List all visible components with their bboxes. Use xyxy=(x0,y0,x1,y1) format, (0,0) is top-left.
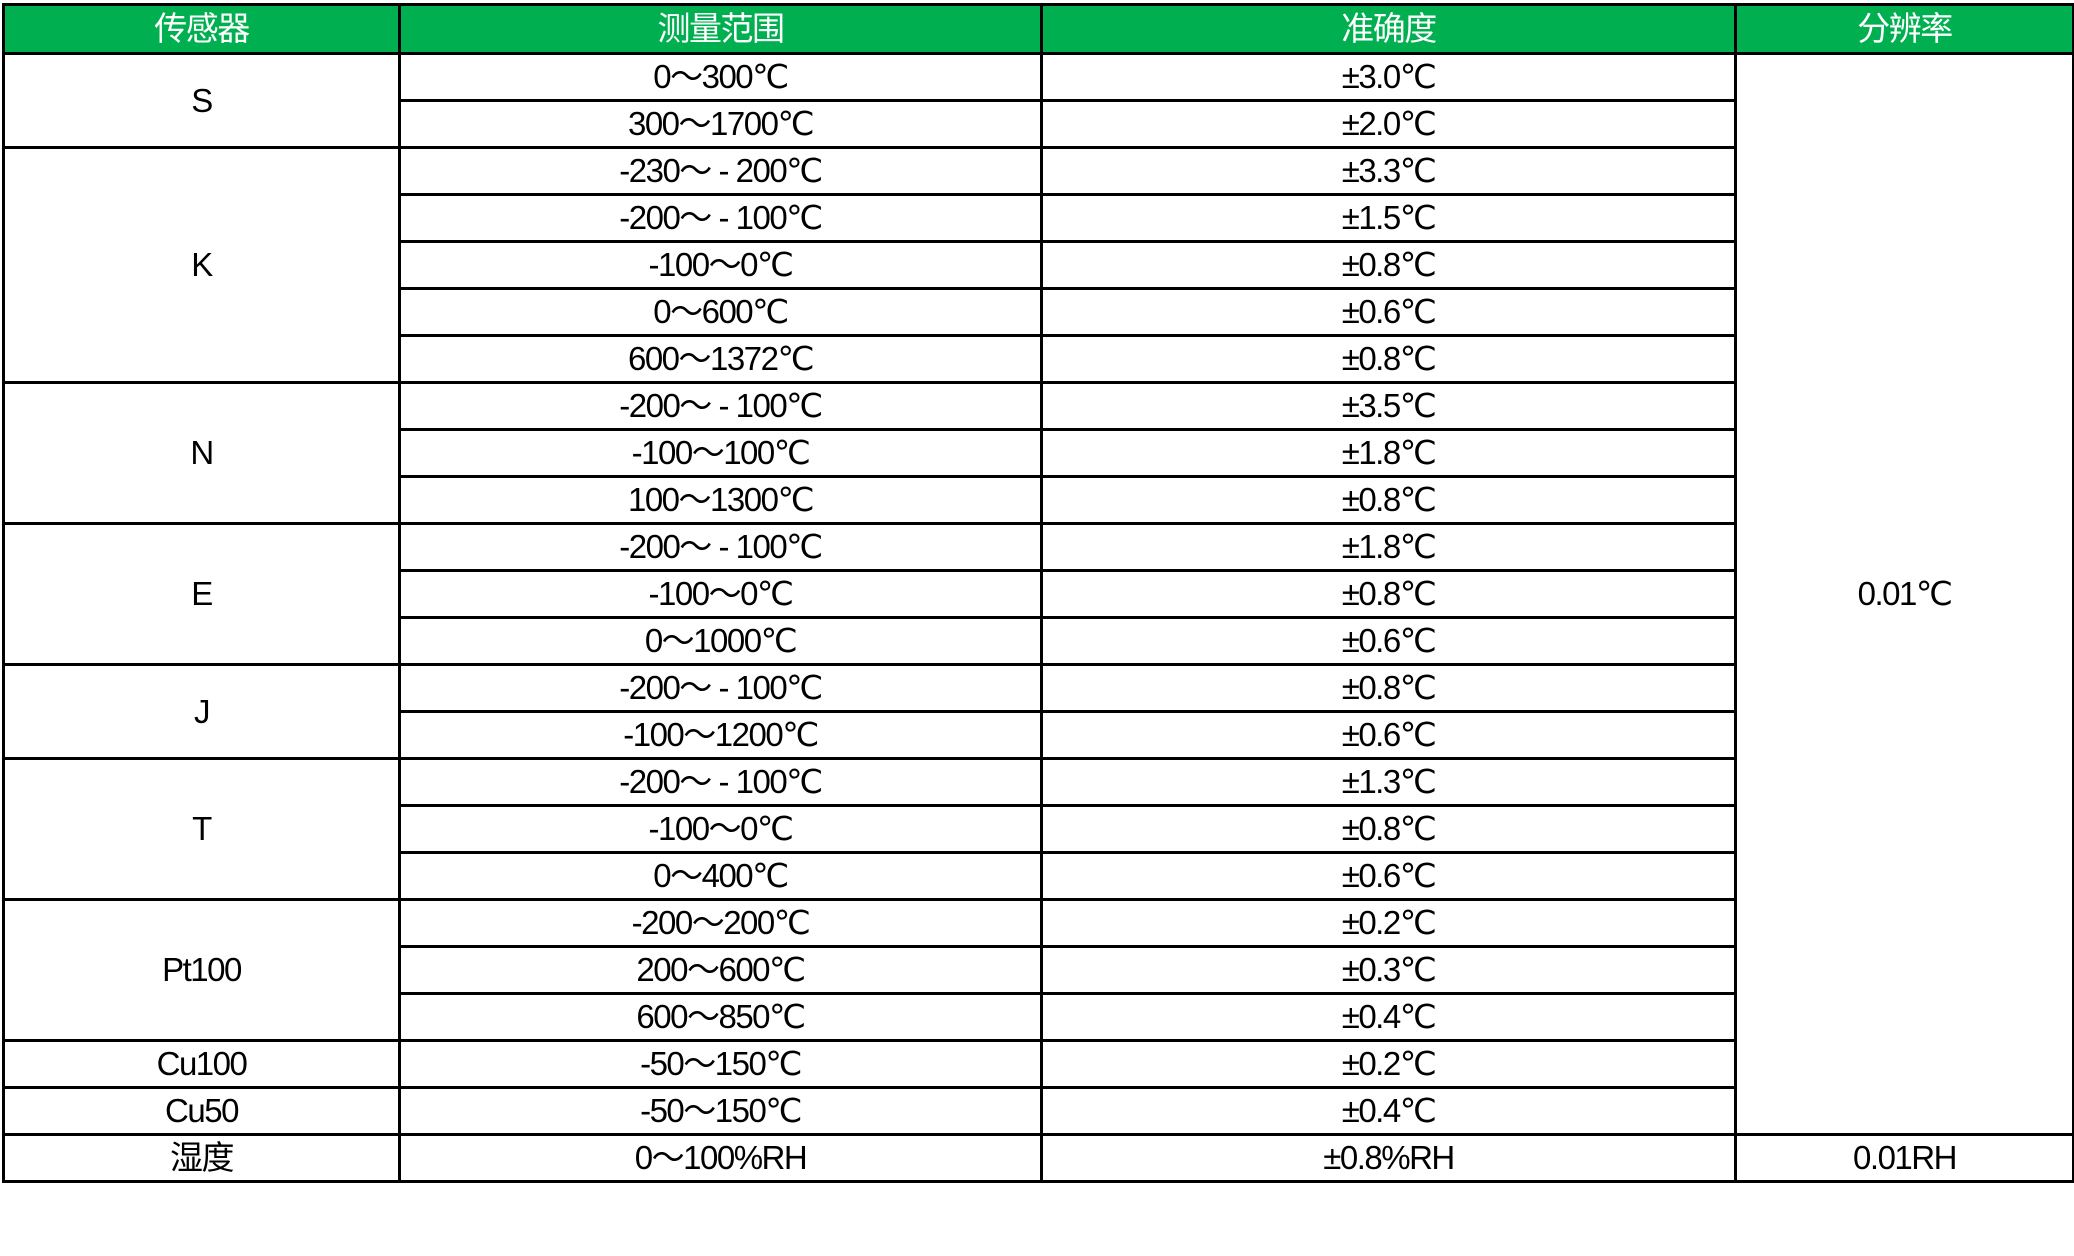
header-resolution: 分辨率 xyxy=(1734,3,2074,55)
accuracy-cell: ±0.6℃ xyxy=(1040,616,1737,666)
accuracy-cell: ±1.3℃ xyxy=(1040,757,1737,807)
table-row: K -230～ - 200℃ ±3.3℃ xyxy=(2,146,2074,384)
accuracy-cell: ±0.8℃ xyxy=(1040,663,1737,713)
range-cell: -200～ - 100℃ xyxy=(398,193,1043,243)
table-row: 600～1372℃ ±0.8℃ xyxy=(4,334,2074,384)
accuracy-cell: ±0.8℃ xyxy=(1040,334,1737,384)
table-row: -200～ - 100℃ ±1.5℃ xyxy=(4,193,2074,243)
range-cell: -100～100℃ xyxy=(398,428,1043,478)
range-cell: -200～ - 100℃ xyxy=(398,381,1043,431)
sensor-cell: T xyxy=(2,757,401,901)
accuracy-cell: ±1.5℃ xyxy=(1040,193,1737,243)
table-row: 300～1700℃ ±2.0℃ xyxy=(4,99,2074,149)
sensor-cell: 湿度 xyxy=(2,1133,401,1183)
accuracy-cell: ±0.8%RH xyxy=(1040,1133,1737,1183)
range-cell: 300～1700℃ xyxy=(398,99,1043,149)
accuracy-cell: ±1.8℃ xyxy=(1040,522,1737,572)
sensor-spec-table: 传感器 测量范围 准确度 分辨率 S 0～300℃ ±3.0℃ 0.01℃ 300～17… xyxy=(2,3,2074,1183)
accuracy-cell: ±0.4℃ xyxy=(1040,1086,1737,1136)
table-row: -100～0℃ ±0.8℃ xyxy=(4,240,2074,290)
table-row: Pt100 -200～200℃ ±0.2℃ xyxy=(2,898,2074,1042)
sensor-cell: Pt100 xyxy=(2,898,401,1042)
range-cell: 0～400℃ xyxy=(398,851,1043,901)
accuracy-cell: ±0.8℃ xyxy=(1040,240,1737,290)
range-cell: -200～ - 100℃ xyxy=(398,663,1043,713)
table-row: Cu100 -50～150℃ ±0.2℃ xyxy=(2,1039,2074,1089)
resolution-temperature-cell: 0.01℃ xyxy=(1734,52,2074,1136)
table-row: -100～0℃ ±0.8℃ xyxy=(4,804,2074,854)
range-cell: 600～1372℃ xyxy=(398,334,1043,384)
range-cell: -100～1200℃ xyxy=(398,710,1043,760)
range-cell: -100～0℃ xyxy=(398,240,1043,290)
table-row: 0～600℃ ±0.6℃ xyxy=(4,287,2074,337)
range-cell: -200～ - 100℃ xyxy=(398,757,1043,807)
header-sensor: 传感器 xyxy=(2,3,401,55)
table-row: T -200～ - 100℃ ±1.3℃ xyxy=(2,757,2074,901)
table-row: Cu50 -50～150℃ ±0.4℃ xyxy=(2,1086,2074,1136)
table-row: -100～1200℃ ±0.6℃ xyxy=(4,710,2074,760)
table-row: 0～1000℃ ±0.6℃ xyxy=(4,616,2074,666)
accuracy-cell: ±0.2℃ xyxy=(1040,1039,1737,1089)
range-cell: -50～150℃ xyxy=(398,1039,1043,1089)
header-accuracy: 准确度 xyxy=(1040,3,1737,55)
table-row: -100～100℃ ±1.8℃ xyxy=(4,428,2074,478)
range-cell: -50～150℃ xyxy=(398,1086,1043,1136)
accuracy-cell: ±0.6℃ xyxy=(1040,851,1737,901)
table-row: N -200～ - 100℃ ±3.5℃ xyxy=(2,381,2074,525)
accuracy-cell: ±0.2℃ xyxy=(1040,898,1737,948)
range-cell: 0～1000℃ xyxy=(398,616,1043,666)
sensor-cell: K xyxy=(2,146,401,384)
accuracy-cell: ±0.8℃ xyxy=(1040,804,1737,854)
table-row: 0～400℃ ±0.6℃ xyxy=(4,851,2074,901)
accuracy-cell: ±0.6℃ xyxy=(1040,710,1737,760)
range-cell: -100～0℃ xyxy=(398,569,1043,619)
accuracy-cell: ±3.5℃ xyxy=(1040,381,1737,431)
range-cell: 600～850℃ xyxy=(398,992,1043,1042)
table-row: 湿度 0～100%RH ±0.8%RH 0.01RH xyxy=(2,1133,2074,1183)
table-row: J -200～ - 100℃ ±0.8℃ xyxy=(2,663,2074,760)
header-range: 测量范围 xyxy=(398,3,1043,55)
accuracy-cell: ±0.8℃ xyxy=(1040,569,1737,619)
table-row: S 0～300℃ ±3.0℃ 0.01℃ xyxy=(2,52,2074,1136)
accuracy-cell: ±1.8℃ xyxy=(1040,428,1737,478)
range-cell: -230～ - 200℃ xyxy=(398,146,1043,196)
accuracy-cell: ±2.0℃ xyxy=(1040,99,1737,149)
accuracy-cell: ±0.3℃ xyxy=(1040,945,1737,995)
range-cell: 0～600℃ xyxy=(398,287,1043,337)
table-row: E -200～ - 100℃ ±1.8℃ xyxy=(2,522,2074,666)
table-row: 200～600℃ ±0.3℃ xyxy=(4,945,2074,995)
header-row: 传感器 测量范围 准确度 分辨率 xyxy=(2,3,2074,55)
accuracy-cell: ±0.4℃ xyxy=(1040,992,1737,1042)
sensor-cell: J xyxy=(2,663,401,760)
accuracy-cell: ±0.8℃ xyxy=(1040,475,1737,525)
sensor-cell: S xyxy=(2,52,401,149)
range-cell: 0～100%RH xyxy=(398,1133,1043,1183)
resolution-humidity-cell: 0.01RH xyxy=(1734,1133,2074,1183)
range-cell: 200～600℃ xyxy=(398,945,1043,995)
sensor-cell: E xyxy=(2,522,401,666)
accuracy-cell: ±3.0℃ xyxy=(1040,52,1737,102)
range-cell: 0～300℃ xyxy=(398,52,1043,102)
sensor-cell: Cu100 xyxy=(2,1039,401,1089)
table-row: 100～1300℃ ±0.8℃ xyxy=(4,475,2074,525)
table-row: -100～0℃ ±0.8℃ xyxy=(4,569,2074,619)
range-cell: -200～ - 100℃ xyxy=(398,522,1043,572)
range-cell: -200～200℃ xyxy=(398,898,1043,948)
range-cell: 100～1300℃ xyxy=(398,475,1043,525)
range-cell: -100～0℃ xyxy=(398,804,1043,854)
accuracy-cell: ±0.6℃ xyxy=(1040,287,1737,337)
accuracy-cell: ±3.3℃ xyxy=(1040,146,1737,196)
sensor-cell: N xyxy=(2,381,401,525)
sensor-cell: Cu50 xyxy=(2,1086,401,1136)
table-row: 600～850℃ ±0.4℃ xyxy=(4,992,2074,1042)
